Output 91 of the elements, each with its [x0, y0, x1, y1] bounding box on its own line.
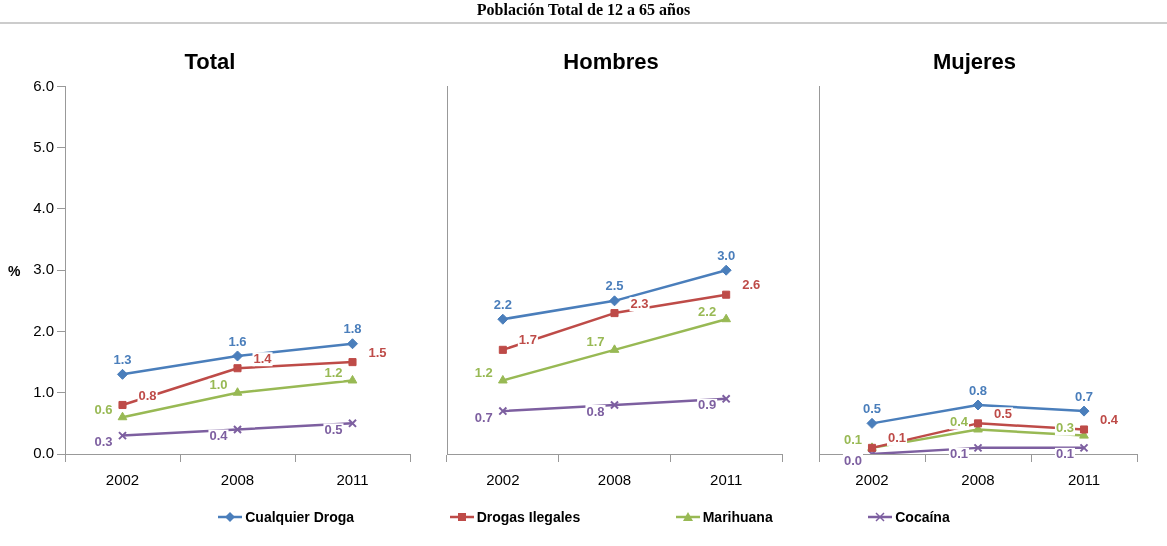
point	[973, 443, 983, 453]
point	[498, 406, 508, 416]
point	[720, 264, 732, 276]
point	[610, 309, 619, 318]
data-label: 0.5	[324, 421, 343, 437]
data-label: 1.8	[343, 321, 362, 337]
data-label: 0.1	[888, 430, 907, 446]
x-tick-label: 2008	[597, 471, 632, 489]
data-label: 1.2	[324, 365, 343, 381]
point	[347, 338, 358, 350]
y-tick-label: 2.0	[33, 321, 54, 339]
data-label: 0.6	[94, 401, 113, 417]
text: Población Total de 12 a 65 años	[0, 0, 1167, 24]
data-label: 2.2	[493, 296, 512, 312]
point	[118, 400, 127, 410]
data-label: 0.7	[474, 409, 493, 425]
x-tick-label: 2011	[710, 471, 743, 489]
y-tick-label: 1.0	[33, 382, 54, 400]
data-label: 1.3	[113, 351, 132, 367]
data-label: 1.7	[586, 334, 605, 350]
data-label: 0.5	[862, 400, 882, 416]
data-label: 1.6	[228, 333, 247, 349]
data-label: 2.5	[605, 278, 624, 294]
x-tick-label: 2002	[855, 471, 889, 489]
point	[232, 424, 243, 435]
chart-title: Mujeres	[932, 49, 1017, 75]
data-label: 0.3	[1055, 420, 1074, 436]
y-axis-title: %	[8, 263, 21, 280]
legend-label: Marihuana	[702, 509, 773, 525]
y-tick-label: 3.0	[33, 260, 54, 278]
point	[722, 290, 731, 299]
point	[721, 394, 731, 404]
x-tick-label: 2008	[961, 471, 995, 489]
point	[1078, 405, 1090, 417]
point	[232, 387, 243, 396]
chart-title: Total	[184, 49, 236, 75]
data-label: 2.6	[742, 277, 761, 293]
data-label: 0.8	[586, 403, 605, 419]
data-label: 1.7	[518, 332, 537, 348]
data-label: 1.2	[474, 365, 493, 381]
point	[866, 417, 878, 429]
y-tick-label: 4.0	[33, 199, 54, 217]
data-label: 3.0	[717, 247, 736, 263]
x-tick-label: 2002	[486, 471, 520, 489]
data-label: 0.3	[94, 434, 113, 450]
x-tick-label: 2008	[220, 471, 255, 489]
point	[1079, 443, 1089, 453]
data-label: 0.1	[1055, 446, 1074, 462]
point	[609, 295, 620, 307]
y-tick-label: 5.0	[33, 137, 54, 155]
chart-title: Hombres	[563, 49, 659, 75]
point	[721, 313, 731, 323]
y-tick-label: 0.0	[33, 444, 54, 462]
data-label: 0.0	[843, 452, 862, 468]
y-tick-label: 6.0	[33, 76, 54, 94]
legend-label: Cocaína	[895, 509, 950, 525]
point	[973, 419, 983, 428]
data-label: 0.4	[949, 414, 969, 430]
x-tick-label: 2011	[1067, 471, 1101, 489]
data-label: 1.4	[253, 350, 273, 366]
point	[609, 344, 620, 353]
point	[348, 358, 357, 367]
x-tick-label: 2002	[105, 471, 140, 489]
x-tick-label: 2011	[336, 471, 369, 489]
legend-label: Cualquier Droga	[245, 509, 355, 525]
legend-label: Drogas Ilegales	[476, 509, 581, 525]
point	[232, 350, 243, 362]
data-label: 2.2	[698, 303, 717, 319]
point	[117, 368, 128, 380]
point	[609, 400, 620, 410]
point	[498, 345, 507, 354]
data-label: 0.1	[949, 446, 968, 462]
point	[498, 374, 508, 384]
data-label: 0.8	[968, 382, 988, 398]
point	[233, 364, 242, 373]
data-label: 2.3	[630, 295, 649, 311]
data-label: 0.9	[698, 397, 717, 413]
point	[117, 411, 128, 421]
point	[1079, 425, 1089, 434]
point	[117, 431, 128, 441]
data-label: 0.5	[994, 405, 1013, 421]
data-label: 1.5	[368, 344, 387, 360]
data-label: 0.4	[1100, 412, 1119, 428]
data-label: 0.1	[843, 432, 862, 448]
data-label: 1.0	[209, 377, 228, 393]
point	[347, 418, 358, 428]
data-label: 0.7	[1074, 388, 1094, 404]
data-label: 0.8	[138, 387, 157, 403]
point	[497, 313, 509, 325]
point	[347, 374, 358, 384]
data-label: 0.4	[209, 428, 229, 444]
